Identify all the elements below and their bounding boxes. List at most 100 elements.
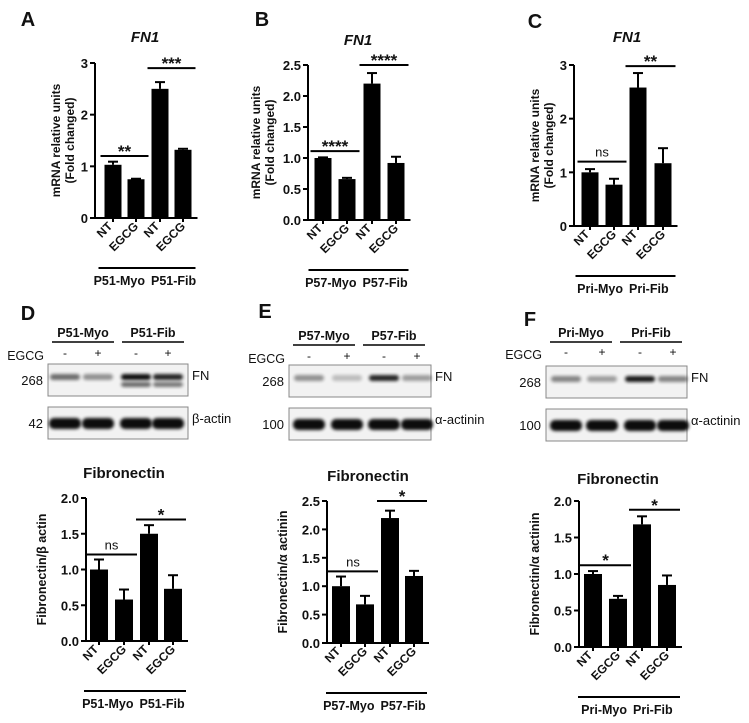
group-label: P57-Fib xyxy=(381,699,427,713)
protein-label: α-actinin xyxy=(435,412,484,427)
group-label: P57-Fib xyxy=(363,276,409,290)
x-tick-label: NT xyxy=(304,221,326,243)
fn-band xyxy=(625,376,655,382)
significance-label: * xyxy=(602,551,609,570)
bar xyxy=(654,163,672,226)
panel-letter-a: A xyxy=(21,9,35,31)
treatment-label: EGCG xyxy=(7,349,44,363)
significance-label: ns xyxy=(595,145,609,160)
fn-band xyxy=(50,374,80,380)
lane-sign: - xyxy=(638,345,642,359)
y-tick-label: 0.0 xyxy=(302,636,320,651)
treatment-label: EGCG xyxy=(248,352,285,366)
lane-sign: - xyxy=(564,345,568,359)
y-tick-label: 1 xyxy=(81,159,88,174)
y-axis-label: Fibronectin/α actinin xyxy=(528,513,542,636)
y-tick-label: 2 xyxy=(560,112,567,127)
protein-label: FN xyxy=(691,370,708,385)
lane-sign: + xyxy=(94,346,101,360)
chart-e: Fibronectin 0.0 0.5 1.0 1.5 2.0 2.5 Fibronectin… xyxy=(276,468,429,713)
bar xyxy=(363,83,381,220)
western-blot-f: Pri-Myo Pri-Fib EGCG - + - +268 FN 100 α-actinin xyxy=(505,326,740,442)
significance-label: ns xyxy=(105,537,119,552)
chart-f: Fibronectin 0.0 0.5 1.0 1.5 2.0 Fibronectin/α … xyxy=(528,471,682,717)
group-label: Pri-Fib xyxy=(629,282,669,296)
y-axis-label: (Fold changed) xyxy=(263,100,277,186)
lane-sign: - xyxy=(63,346,67,360)
bar xyxy=(140,533,158,641)
loading-control-band xyxy=(624,420,656,431)
chart-title: FN1 xyxy=(613,29,641,46)
group-label: P51-Fib xyxy=(140,697,186,711)
bar xyxy=(338,179,356,220)
chart-title: Fibronectin xyxy=(83,465,165,482)
molecular-weight-marker: 268 xyxy=(262,374,284,389)
significance-label: *** xyxy=(162,54,182,73)
chart-a: FN1 0 1 2 3 mRNA relative units (Fold changed)… xyxy=(49,29,198,288)
bar xyxy=(584,574,602,647)
panel-letter-c: C xyxy=(528,11,542,33)
y-tick-label: 3 xyxy=(560,58,567,73)
y-axis-label: Fibronectin/β actin xyxy=(35,514,49,626)
fn-band xyxy=(402,375,432,381)
x-tick-label: NT xyxy=(353,221,375,243)
western-blot-d: P51-Myo P51-Fib EGCG - + - +268 FN 42 β-actin xyxy=(7,326,231,440)
fn-band xyxy=(294,375,324,381)
loading-control-band xyxy=(49,418,81,429)
bar xyxy=(629,87,647,226)
x-tick-label: EGCG xyxy=(584,227,619,262)
lane-sign: + xyxy=(598,345,605,359)
fn-band xyxy=(551,376,581,382)
x-tick-label: NT xyxy=(322,644,344,666)
x-tick-label: NT xyxy=(371,644,393,666)
y-tick-label: 0.0 xyxy=(554,640,572,655)
y-tick-label: 1.5 xyxy=(554,531,572,546)
x-tick-label: NT xyxy=(619,227,641,249)
y-axis-label: (Fold changed) xyxy=(63,98,77,184)
fn-band xyxy=(153,374,183,380)
y-axis-label: mRNA relative units xyxy=(249,85,263,199)
fn-band xyxy=(658,376,688,382)
panel-letter-d: D xyxy=(21,303,35,325)
chart-title: Fibronectin xyxy=(577,471,659,488)
lane-sign: + xyxy=(343,349,350,363)
y-tick-label: 0.5 xyxy=(302,608,320,623)
y-tick-label: 1.0 xyxy=(554,567,572,582)
significance-label: * xyxy=(399,487,406,506)
y-tick-label: 0.0 xyxy=(61,634,79,649)
y-axis-label: mRNA relative units xyxy=(528,88,542,202)
group-label: P51-Myo xyxy=(82,697,134,711)
x-tick-label: NT xyxy=(130,642,152,664)
y-tick-label: 1.0 xyxy=(283,151,301,166)
loading-control-band xyxy=(657,420,689,431)
fn-band xyxy=(332,375,362,381)
chart-title: Fibronectin xyxy=(327,468,409,485)
x-tick-label: EGCG xyxy=(94,642,129,677)
x-tick-label: EGCG xyxy=(637,648,672,683)
bar xyxy=(164,588,182,641)
y-tick-label: 1.5 xyxy=(283,120,301,135)
x-tick-label: EGCG xyxy=(366,221,401,256)
y-tick-label: 2.0 xyxy=(283,89,301,104)
y-tick-label: 2.5 xyxy=(283,58,301,73)
chart-b: FN1 0.0 0.5 1.0 1.5 2.0 2.5 mRNA relative units… xyxy=(249,32,411,290)
y-tick-label: 0.5 xyxy=(554,604,572,619)
fn-band xyxy=(369,375,399,381)
blot-group-label: Pri-Myo xyxy=(558,326,604,340)
western-blot-e: P57-Myo P57-Fib EGCG - + - +268 FN 100 α-actinin xyxy=(248,329,484,441)
loading-control-band xyxy=(550,420,582,431)
group-label: P51-Fib xyxy=(151,274,197,288)
x-tick-label: EGCG xyxy=(143,642,178,677)
chart-title: FN1 xyxy=(131,29,159,46)
fn-band xyxy=(83,374,113,380)
significance-label: **** xyxy=(371,51,398,70)
x-tick-label: EGCG xyxy=(106,219,141,254)
fn-band xyxy=(121,374,151,380)
blot-group-label: Pri-Fib xyxy=(631,326,671,340)
group-label: P51-Myo xyxy=(94,274,146,288)
lane-sign: + xyxy=(164,346,171,360)
x-tick-label: EGCG xyxy=(153,219,188,254)
lane-sign: - xyxy=(307,349,311,363)
fn-band xyxy=(153,382,183,387)
significance-label: ** xyxy=(118,142,132,161)
